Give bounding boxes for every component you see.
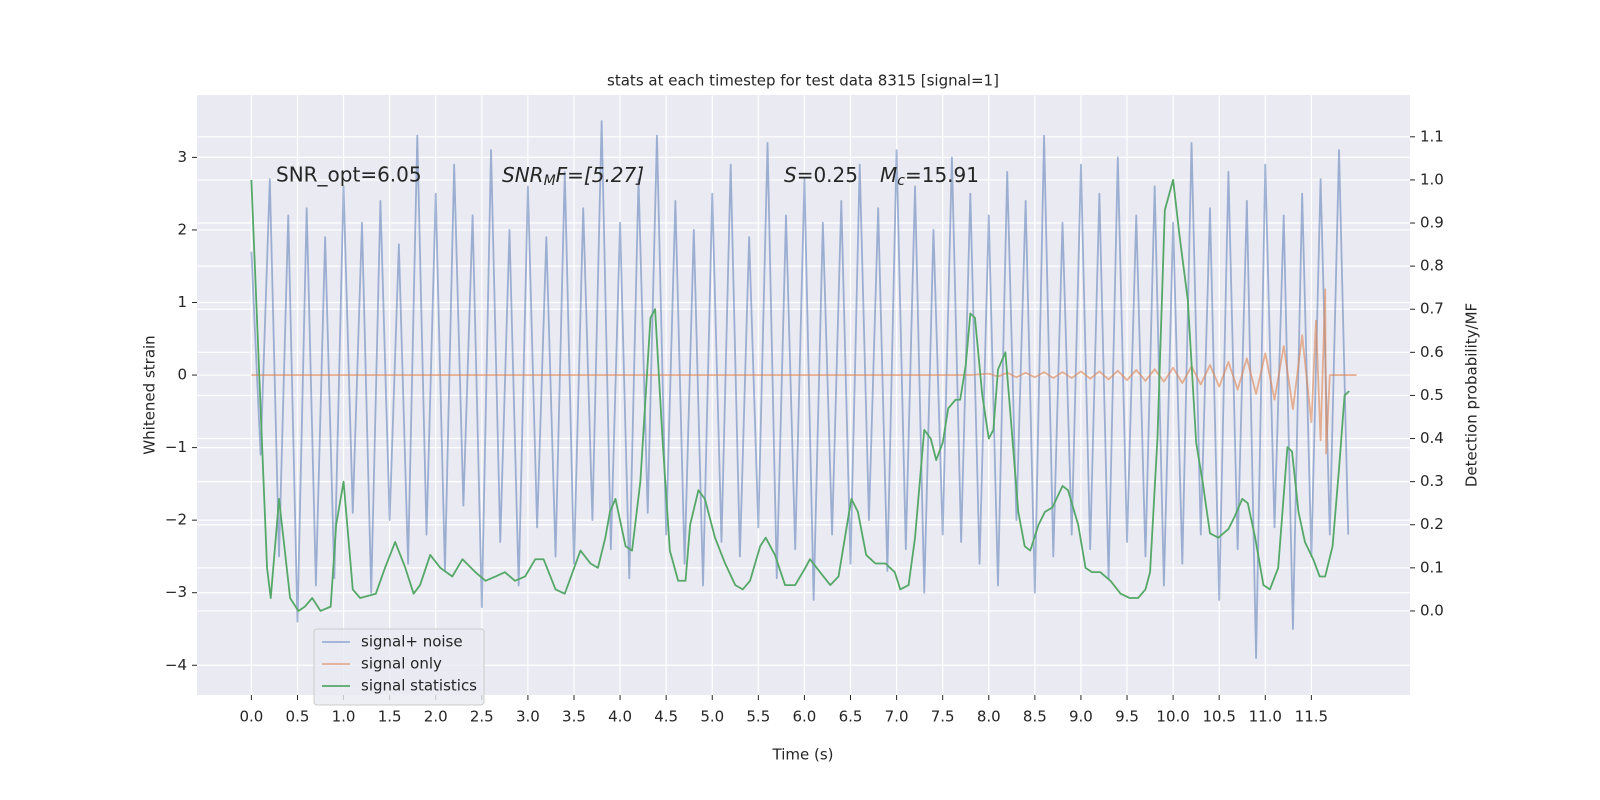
y2-tick-label: 0.8 xyxy=(1420,257,1444,275)
x-tick-label: 3.0 xyxy=(516,708,540,726)
x-tick-label: 11.5 xyxy=(1295,708,1328,726)
plot-area xyxy=(250,120,1357,659)
annotation-part: =0.25 xyxy=(797,163,858,187)
x-tick-label: 1.5 xyxy=(378,708,402,726)
y2-tick-label: 0.1 xyxy=(1420,558,1444,576)
legend-box xyxy=(313,628,485,706)
y2-tick-label: 0.3 xyxy=(1420,472,1444,490)
x-tick-label: 5.0 xyxy=(700,708,724,726)
legend-label: signal only xyxy=(361,655,442,673)
x-tick-label: 4.5 xyxy=(654,708,678,726)
legend: signal+ noise signal only signal statistic… xyxy=(313,628,485,706)
y-axis-label: Whitened strain xyxy=(141,335,159,454)
y2-tick-label: 0.0 xyxy=(1420,601,1444,619)
x-tick-label: 10.5 xyxy=(1202,708,1235,726)
series-line xyxy=(250,120,1350,659)
x-tick-label: 5.5 xyxy=(746,708,770,726)
y-tick-label: 0 xyxy=(177,366,187,384)
x-tick-label: 2.0 xyxy=(424,708,448,726)
x-tick-label: 11.0 xyxy=(1249,708,1282,726)
legend-label: signal statistics xyxy=(361,677,477,695)
annotation-part: F=[5.27] xyxy=(556,163,644,187)
y2-tick-label: 0.5 xyxy=(1420,386,1444,404)
series-line xyxy=(250,179,1350,612)
y2-tick-label: 0.9 xyxy=(1420,214,1444,232)
annotation-part: S xyxy=(784,163,797,187)
y-tick-label: −3 xyxy=(165,583,187,601)
annotation: Mc=15.91 xyxy=(880,163,979,190)
ticks: 0.0 0.5 1.0 1.5 2.0 2.5 3.0 3.5 4.0 4.5 5.0 5.5 6.0 6… xyxy=(165,127,1444,725)
x-tick-label: 10.0 xyxy=(1156,708,1189,726)
y2-tick-label: 1.1 xyxy=(1420,127,1444,145)
annotation-part: c xyxy=(897,173,905,189)
annotation: SNR_opt=6.05 xyxy=(276,163,422,187)
x-tick-label: 9.0 xyxy=(1069,708,1093,726)
y-tick-label: 2 xyxy=(177,220,187,238)
annotation-part: M xyxy=(544,173,556,189)
series-line xyxy=(251,288,1357,455)
x-tick-label: 4.0 xyxy=(608,708,632,726)
annotation: S=0.25 xyxy=(784,163,858,187)
x-tick-label: 8.0 xyxy=(977,708,1001,726)
y-tick-label: −1 xyxy=(165,438,187,456)
y2-tick-label: 1.0 xyxy=(1420,170,1444,188)
y2-axis-label: Detection probability/MF xyxy=(1463,303,1481,487)
y-tick-label: −2 xyxy=(165,511,187,529)
y-tick-label: 1 xyxy=(177,293,187,311)
annotation: SNRMF=[5.27] xyxy=(502,163,644,190)
legend-label: signal+ noise xyxy=(361,633,463,651)
annotation-part: M xyxy=(880,163,897,187)
x-tick-label: 7.5 xyxy=(931,708,955,726)
annotation-part: SNR xyxy=(502,163,544,187)
annotation-part: =15.91 xyxy=(905,163,979,187)
y2-tick-label: 0.4 xyxy=(1420,429,1444,447)
y2-tick-label: 0.6 xyxy=(1420,343,1444,361)
x-tick-label: 2.5 xyxy=(470,708,494,726)
y2-tick-label: 0.2 xyxy=(1420,515,1444,533)
x-tick-label: 3.5 xyxy=(562,708,586,726)
x-tick-label: 0.0 xyxy=(239,708,263,726)
x-tick-label: 1.0 xyxy=(332,708,356,726)
y-tick-label: −4 xyxy=(165,656,187,674)
y2-tick-label: 0.7 xyxy=(1420,300,1444,318)
x-tick-label: 9.5 xyxy=(1115,708,1139,726)
x-tick-label: 8.5 xyxy=(1023,708,1047,726)
x-tick-label: 6.0 xyxy=(792,708,816,726)
x-tick-label: 6.5 xyxy=(839,708,863,726)
x-axis-label: Time (s) xyxy=(772,746,834,764)
chart-title: stats at each timestep for test data 831… xyxy=(607,72,999,90)
x-tick-label: 0.5 xyxy=(286,708,310,726)
y-tick-label: 3 xyxy=(177,148,187,166)
x-tick-label: 7.0 xyxy=(885,708,909,726)
